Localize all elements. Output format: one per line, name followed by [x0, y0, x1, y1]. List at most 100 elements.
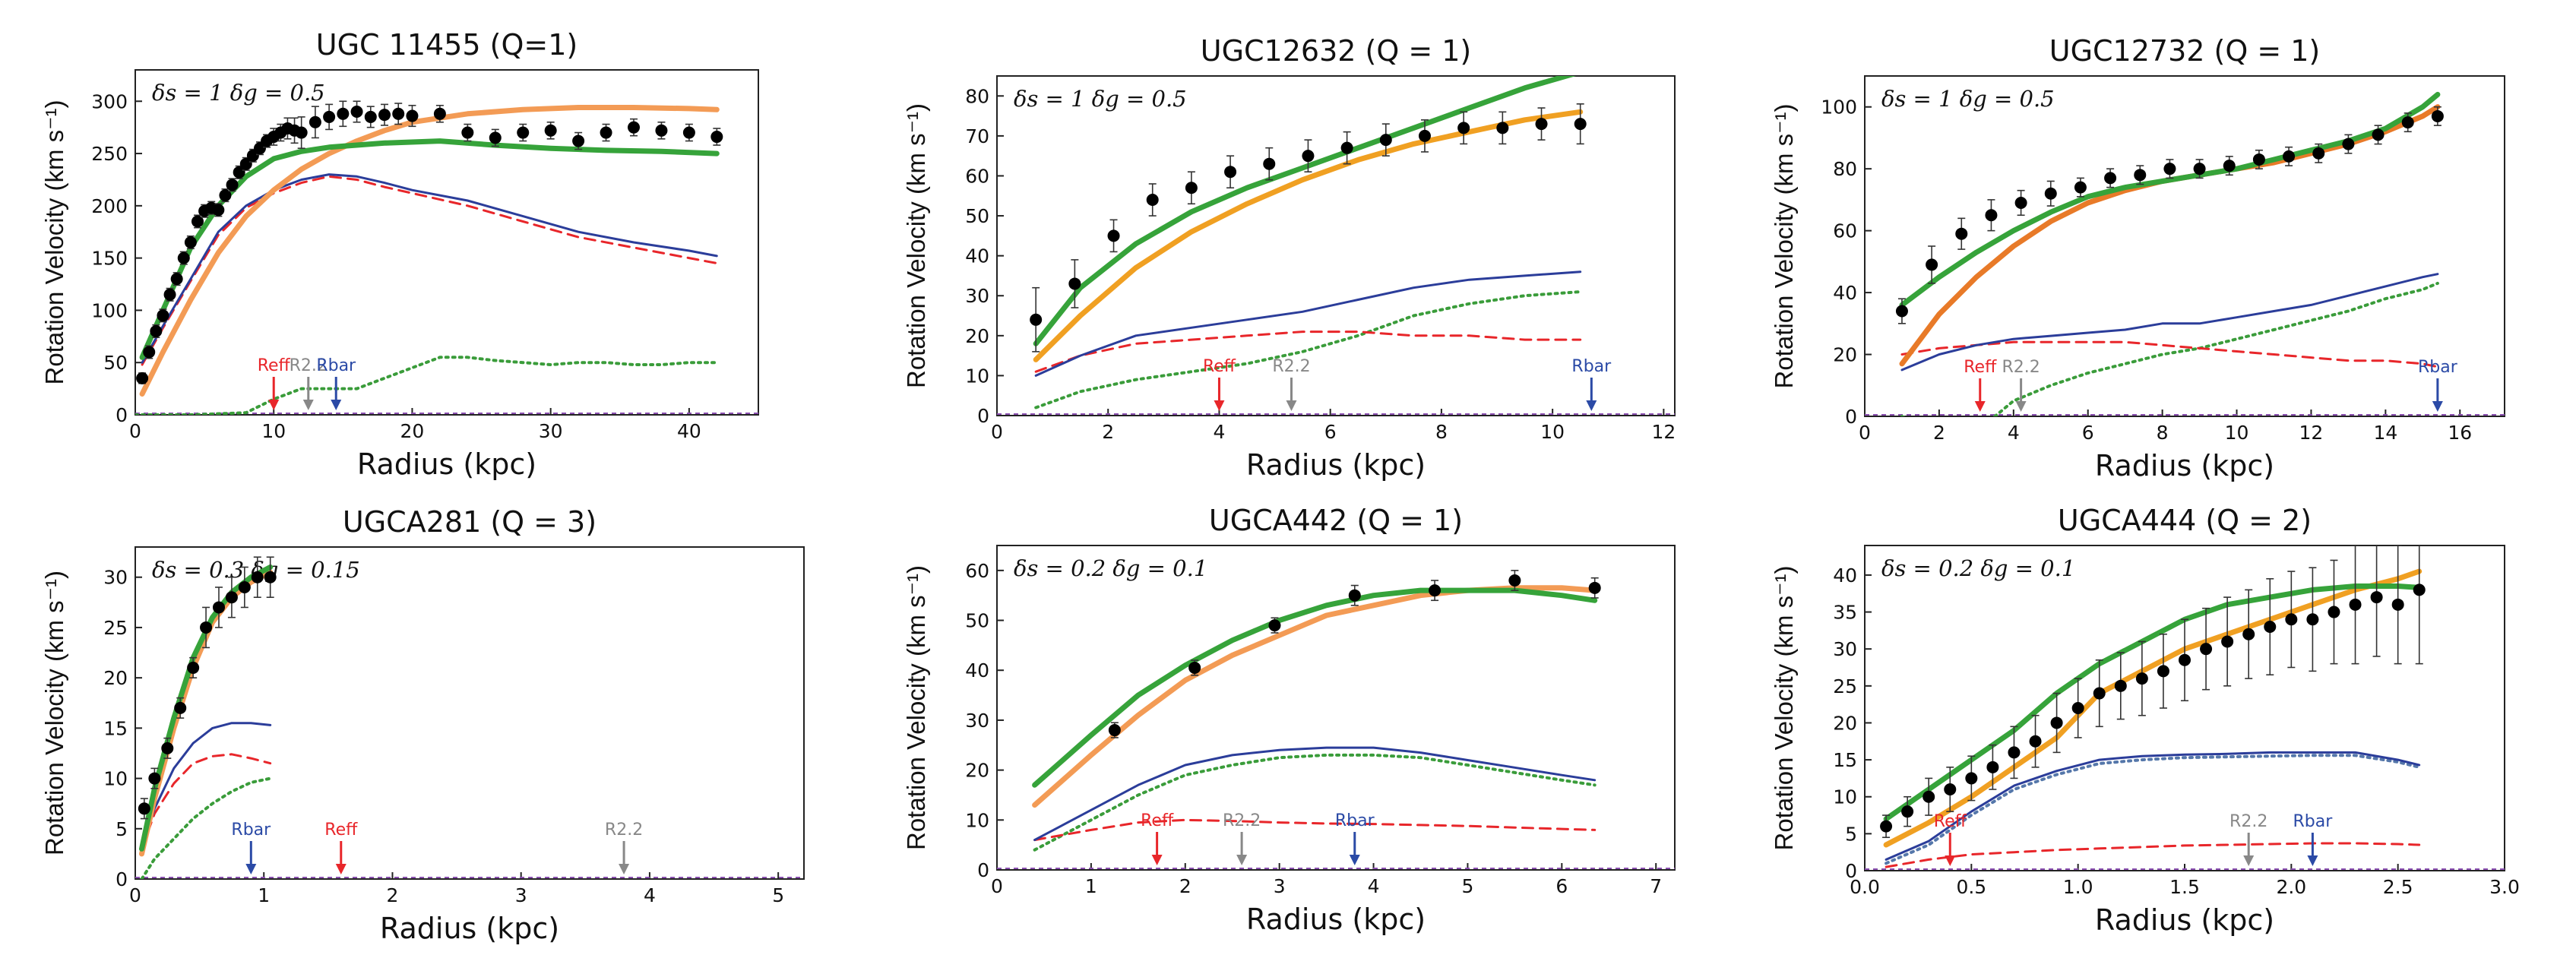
data-point: [2014, 196, 2027, 209]
series-stellar: [141, 173, 718, 364]
y-tick-label: 25: [103, 617, 128, 639]
data-point: [337, 107, 350, 120]
data-point: [1429, 584, 1441, 597]
y-tick-label: 10: [1833, 786, 1857, 808]
y-axis-label: Rotation Velocity (km s⁻¹): [902, 565, 930, 850]
data-point: [1944, 783, 1957, 795]
data-point: [238, 580, 251, 593]
marker-label: R2.2: [2002, 358, 2040, 377]
data-point: [1457, 122, 1470, 134]
data-point: [309, 115, 321, 128]
data-point: [264, 571, 277, 583]
data-point: [655, 124, 668, 137]
data-point: [2044, 187, 2057, 200]
y-tick-label: 10: [965, 809, 989, 831]
data-point: [2093, 687, 2106, 700]
marker-label: Reff: [258, 356, 291, 375]
marker-arrowhead: [2307, 855, 2318, 866]
data-point: [1188, 661, 1201, 674]
chart-title: UGC12632 (Q = 1): [1201, 34, 1472, 68]
series-group: [135, 100, 758, 415]
marker-label: Reff: [1203, 357, 1236, 376]
data-point: [489, 131, 502, 144]
data-point: [2401, 116, 2414, 129]
y-tick-label: 30: [1833, 638, 1857, 660]
series-gas: [1033, 818, 1597, 842]
series-halo: [1900, 281, 2439, 416]
x-tick-label: 2: [1102, 421, 1114, 443]
x-tick-label: 1: [258, 884, 270, 906]
y-tick-label: 20: [965, 760, 989, 782]
y-tick-label: 250: [91, 143, 128, 165]
x-tick-label: 5: [1461, 875, 1473, 897]
y-tick-label: 10: [103, 768, 128, 790]
x-tick-label: 1.5: [2169, 876, 2200, 898]
x-tick-label: 2: [1933, 422, 1945, 444]
series-gas: [141, 753, 272, 850]
x-tick-label: 16: [2448, 422, 2472, 444]
marker-label: Rbar: [231, 821, 271, 840]
x-tick-label: 0: [129, 884, 141, 906]
data-point: [1588, 581, 1601, 594]
series-total-fit-orange: [139, 105, 720, 397]
data-point: [2029, 735, 2042, 748]
data-point: [2163, 163, 2176, 176]
data-point: [1146, 194, 1159, 207]
data-point: [682, 126, 695, 139]
series-halo: [1885, 754, 2421, 865]
x-axis-label: Radius (kpc): [357, 447, 536, 481]
marker-arrowhead: [2015, 401, 2027, 412]
data-point: [2074, 181, 2087, 194]
data-point: [461, 126, 474, 139]
x-tick-label: 8: [2157, 422, 2169, 444]
plot-frame: [134, 546, 805, 880]
marker-arrowhead: [1945, 855, 1956, 866]
data-point: [2342, 138, 2355, 150]
data-point: [148, 772, 161, 785]
data-point: [150, 324, 163, 337]
x-tick-label: 2: [1179, 875, 1191, 897]
y-axis-label: Rotation Velocity (km s⁻¹): [902, 103, 930, 388]
data-point: [364, 110, 377, 123]
y-tick-label: 100: [91, 299, 128, 321]
y-axis-label: Rotation Velocity (km s⁻¹): [1770, 103, 1798, 388]
data-point: [295, 126, 308, 139]
marker-label: Rbar: [1335, 811, 1375, 830]
y-tick-label: 0: [1845, 406, 1857, 428]
y-tick-label: 0: [116, 404, 128, 426]
data-point: [392, 107, 405, 120]
marker-arrowhead: [1214, 400, 1225, 411]
y-tick-label: 0: [977, 859, 989, 881]
data-point: [406, 109, 419, 122]
x-tick-label: 10: [2225, 422, 2249, 444]
marker-label: Rbar: [2293, 812, 2334, 831]
data-point: [200, 621, 213, 634]
y-tick-label: 60: [1833, 220, 1857, 242]
y-tick-label: 15: [103, 717, 128, 739]
data-point: [1985, 209, 1998, 222]
data-point: [323, 110, 336, 123]
marker-arrowhead: [1236, 855, 1248, 865]
y-tick-label: 50: [965, 610, 989, 632]
series-stellar: [1034, 270, 1582, 377]
y-tick-label: 10: [965, 365, 989, 387]
series-halo: [135, 356, 719, 415]
x-tick-label: 12: [1651, 421, 1676, 443]
x-tick-label: 5: [772, 884, 784, 906]
x-tick-label: 8: [1435, 421, 1448, 443]
data-point: [2179, 653, 2191, 666]
x-tick-label: 6: [1324, 421, 1337, 443]
x-tick-label: 0: [991, 875, 1003, 897]
data-point: [184, 236, 197, 248]
y-tick-label: 40: [1833, 282, 1857, 304]
x-axis-label: Radius (kpc): [380, 912, 559, 945]
x-tick-label: 14: [2373, 422, 2397, 444]
marker-label: Reff: [1141, 811, 1174, 830]
series-group: [1865, 91, 2505, 416]
series-total-fit-orange: [1032, 585, 1598, 808]
x-tick-label: 6: [1555, 875, 1568, 897]
y-tick-label: 40: [965, 245, 989, 267]
plot-frame: [996, 75, 1676, 416]
y-tick-label: 20: [103, 667, 128, 689]
series-stellar: [141, 722, 272, 850]
